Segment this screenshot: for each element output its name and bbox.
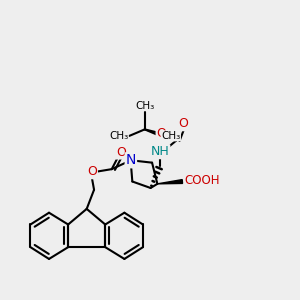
Text: CH₃: CH₃ [161, 131, 180, 141]
Text: COOH: COOH [184, 174, 220, 188]
Text: O: O [157, 127, 166, 140]
Polygon shape [158, 180, 183, 184]
Text: O: O [178, 117, 188, 130]
Text: O: O [116, 146, 126, 159]
Text: CH₃: CH₃ [135, 100, 154, 110]
Text: N: N [126, 153, 136, 167]
Text: NH: NH [151, 145, 169, 158]
Text: O: O [87, 165, 97, 178]
Text: CH₃: CH₃ [109, 131, 128, 141]
